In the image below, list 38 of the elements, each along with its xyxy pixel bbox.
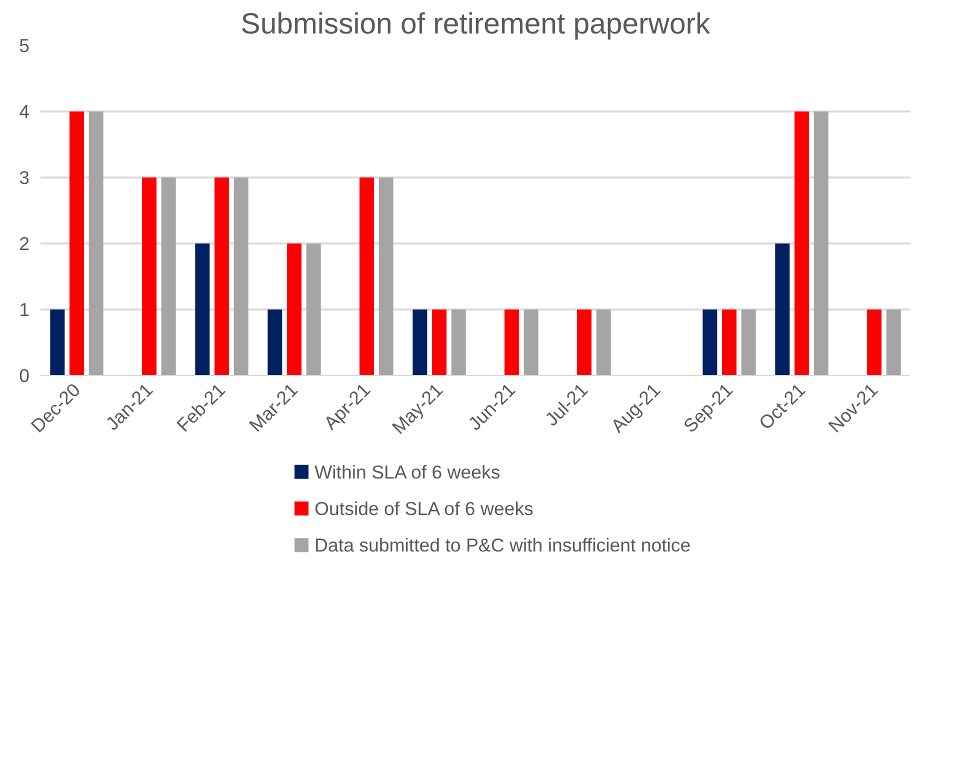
bar (814, 112, 828, 376)
bar (306, 244, 321, 376)
bar (412, 310, 428, 376)
bar (214, 178, 229, 376)
bar (702, 310, 718, 376)
bar (88, 112, 104, 376)
chart-title: Submission of retirement paperwork (240, 8, 711, 40)
bar (577, 310, 592, 376)
bar (142, 178, 156, 376)
bar (378, 178, 394, 376)
bar (886, 310, 901, 376)
bar (741, 310, 756, 376)
y-tick-label: 5 (19, 35, 30, 56)
y-tick-label: 4 (19, 101, 30, 122)
y-tick-label: 3 (19, 167, 30, 188)
y-tick-label: 2 (19, 233, 30, 254)
bar (234, 178, 248, 376)
legend-label: Data submitted to P&C with insufficient notice (314, 534, 691, 556)
y-tick-label: 1 (19, 299, 30, 320)
bar (794, 112, 809, 376)
bar (451, 310, 466, 376)
bar (524, 310, 538, 376)
bar (722, 310, 736, 376)
y-tick-label: 0 (19, 365, 30, 386)
bar (161, 178, 176, 376)
bar (70, 112, 84, 376)
bar (775, 244, 790, 376)
bar (596, 310, 611, 376)
bar (50, 310, 65, 376)
bar (432, 310, 446, 376)
bar (195, 244, 210, 376)
legend-label: Within SLA of 6 weeks (314, 461, 500, 482)
bar (287, 244, 302, 376)
legend-label: Outside of SLA of 6 weeks (314, 498, 534, 519)
bar (360, 178, 374, 376)
bar (268, 310, 282, 376)
bar (867, 310, 882, 376)
bar (504, 310, 519, 376)
